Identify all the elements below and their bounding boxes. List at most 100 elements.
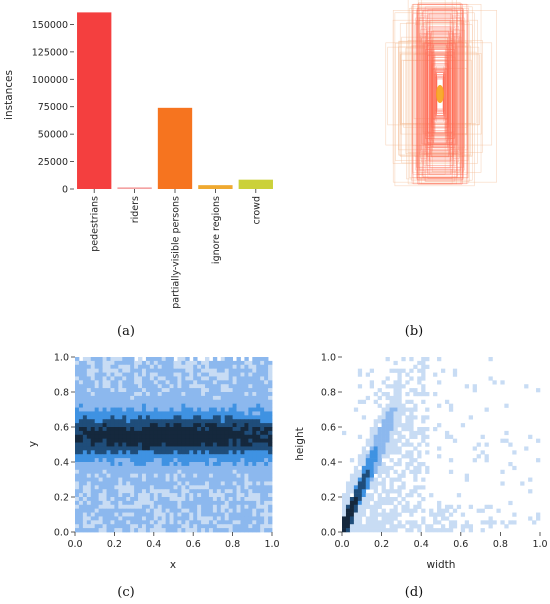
heatmap-cell (106, 411, 111, 416)
heatmap-cell (365, 500, 371, 506)
heatmap-cell (342, 520, 347, 525)
heatmap-cell (130, 462, 135, 467)
heatmap-cell (193, 504, 198, 510)
heatmap-cell (94, 481, 100, 486)
heatmap-cell (224, 427, 230, 432)
heatmap-cell (169, 372, 174, 377)
heatmap-cell (236, 520, 241, 525)
heatmap-cell (248, 368, 253, 373)
bar-pedestrians (77, 12, 112, 189)
heatmap-cell (264, 376, 269, 381)
heatmap-cell (161, 481, 167, 486)
heatmap-cell (134, 423, 139, 428)
bbox-outline (434, 67, 446, 121)
heatmap-cell (208, 423, 214, 428)
heatmap-cell (252, 376, 257, 381)
heatmap-cell (357, 454, 363, 459)
heatmap-cell (189, 489, 194, 494)
bbox-outline (432, 69, 448, 119)
heatmap-cell (134, 411, 139, 416)
heatmap-cell (153, 427, 159, 432)
heatmap-cell (228, 430, 233, 436)
y-tick-label: 0 (62, 185, 68, 196)
heatmap-cell (413, 508, 418, 513)
heatmap-cell (98, 384, 103, 389)
heatmap-cell (138, 520, 143, 525)
heatmap-cell (145, 360, 151, 366)
heatmap-cell (193, 411, 198, 416)
heatmap-cell (86, 504, 92, 510)
heatmap-cell (256, 407, 261, 412)
heatmap-cell (208, 458, 214, 463)
heatmap-cell (205, 438, 210, 443)
heatmap-cell (185, 411, 190, 416)
heatmap-cell (197, 454, 202, 459)
heatmap-cell (130, 364, 135, 370)
heatmap-cell (94, 465, 100, 471)
heatmap-cell (220, 481, 226, 486)
heatmap-cell (185, 419, 190, 424)
heatmap-cell (413, 415, 418, 420)
heatmap-cell (149, 450, 155, 455)
heatmap-cell (345, 520, 351, 525)
heatmap-cell (173, 376, 178, 381)
heatmap-cell (472, 446, 477, 451)
heatmap-cell (244, 427, 249, 432)
heatmap-cell (401, 504, 406, 509)
heatmap-cell (377, 442, 382, 447)
heatmap-cell (268, 427, 273, 432)
heatmap-cell (90, 481, 96, 486)
heatmap-cell (86, 407, 92, 412)
heatmap-cell (102, 462, 107, 467)
heatmap-cell (118, 454, 123, 459)
heatmap-cell (437, 423, 442, 428)
heatmap-cell (138, 512, 143, 517)
heatmap-cell (82, 524, 88, 529)
heatmap-cell (193, 403, 198, 408)
heatmap-cell (185, 512, 190, 517)
heatmap-cell (118, 450, 123, 455)
heatmap-cell (236, 438, 241, 443)
heatmap-cell (94, 434, 100, 440)
heatmap-cell (177, 465, 182, 471)
heatmap-cell (381, 512, 386, 517)
heatmap-cell (208, 392, 214, 397)
heatmap-cell (181, 380, 186, 385)
heatmap-cell (75, 493, 80, 498)
heatmap-cell (181, 450, 186, 455)
heatmap-cell (114, 528, 119, 533)
heatmap-cell (130, 473, 135, 478)
heatmap-cell (141, 477, 147, 482)
bbox-outline (422, 43, 458, 145)
heatmap-cell (260, 454, 265, 459)
heatmap-cell (232, 419, 237, 424)
heatmap-cell (130, 469, 135, 475)
heatmap-cell (110, 419, 115, 424)
heatmap-cell (389, 419, 394, 424)
heatmap-cell (94, 415, 100, 420)
heatmap-cell (157, 430, 163, 436)
heatmap-cell (181, 411, 186, 416)
heatmap-cell (208, 368, 214, 373)
heatmap-cell (149, 419, 155, 424)
heatmap-cell (260, 388, 265, 393)
heatmap-cell (232, 395, 237, 401)
heatmap-cell (201, 399, 206, 405)
heatmap-cell (409, 388, 414, 393)
heatmap-cell (102, 430, 107, 436)
heatmap-cell (177, 520, 182, 525)
heatmap-cell (181, 360, 186, 366)
heatmap-cell (82, 446, 88, 451)
heatmap-cell (252, 493, 257, 498)
heatmap-cell (118, 434, 123, 440)
heatmap-cell (78, 399, 84, 405)
heatmap-cell (157, 395, 163, 401)
heatmap-cell (153, 458, 159, 463)
heatmap-cell (122, 423, 127, 428)
heatmap-cell (177, 388, 182, 393)
heatmap-cell (381, 427, 386, 432)
bbox-outline (435, 71, 445, 117)
heatmap-cell (228, 438, 233, 443)
heatmap-cell (169, 524, 174, 529)
heatmap-cell (212, 477, 218, 482)
